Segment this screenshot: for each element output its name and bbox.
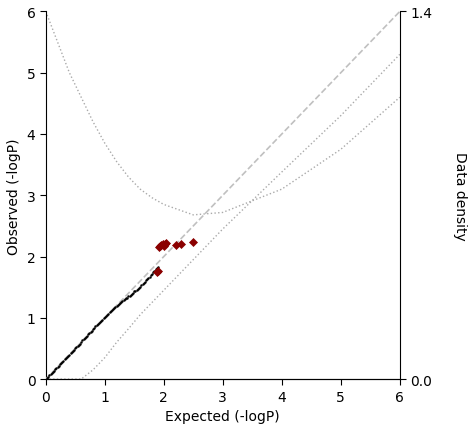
Y-axis label: Data density: Data density — [453, 151, 467, 240]
X-axis label: Expected (-logP): Expected (-logP) — [165, 409, 280, 423]
Y-axis label: Observed (-logP): Observed (-logP) — [7, 138, 21, 254]
